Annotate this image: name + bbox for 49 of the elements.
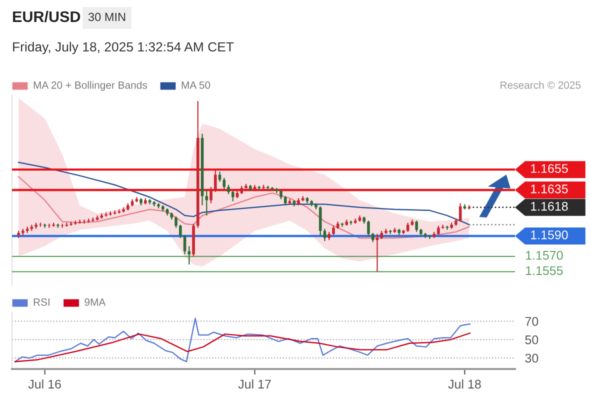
ref-line-label: 1.1635 — [531, 184, 568, 194]
candlestick — [437, 225, 440, 236]
chart-title: EUR/USD — [13, 10, 80, 22]
candlestick — [270, 186, 274, 192]
candlestick — [222, 177, 226, 190]
x-tick-label: Jul 18 — [448, 379, 481, 389]
ref-line-label: 1.1655 — [531, 164, 568, 173]
candlestick — [205, 189, 208, 216]
candlestick — [183, 234, 186, 255]
candlestick — [332, 225, 335, 236]
candlestick — [406, 222, 410, 232]
candlestick — [318, 206, 322, 237]
text: Research © 2025 — [500, 81, 581, 89]
candlestick — [446, 225, 449, 230]
candlestick — [210, 186, 212, 204]
candlestick — [415, 220, 418, 232]
candlestick — [60, 223, 64, 228]
line-series — [14, 332, 471, 362]
y-tick-label: 70 — [525, 316, 538, 326]
candlestick — [113, 210, 116, 216]
candlestick — [188, 246, 191, 266]
candlestick — [214, 169, 217, 193]
legend-label: MA 20 + Bollinger Bands — [34, 81, 147, 91]
ref-line-label: 1.1618 — [531, 202, 568, 211]
candlestick — [78, 219, 82, 224]
legend-label: MA 50 — [182, 81, 210, 89]
ref-line-label: 1.1555 — [526, 266, 563, 276]
text: 30 MIN — [88, 12, 126, 22]
x-tick-label: Jul 16 — [28, 379, 61, 389]
line-series — [14, 318, 471, 362]
candlestick — [227, 184, 230, 195]
candlestick — [231, 190, 234, 202]
candlestick — [367, 220, 370, 237]
y-tick-label: 50 — [525, 335, 538, 344]
candlestick — [428, 234, 432, 240]
candlestick — [178, 224, 182, 239]
ref-line-label: 1.1570 — [526, 250, 563, 260]
legend-label: 9MA — [84, 298, 106, 306]
candlestick — [340, 222, 344, 228]
candlestick — [174, 216, 178, 228]
legend-label: RSI — [34, 298, 50, 306]
candlestick — [280, 189, 282, 200]
ref-line-label: 1.1590 — [531, 230, 568, 240]
candlestick — [284, 196, 287, 206]
candlestick — [218, 171, 222, 182]
candlestick — [43, 223, 46, 228]
x-tick-label: Jul 17 — [238, 379, 271, 389]
chart-subtitle: Friday, July 18, 2025 1:32:54 AM CET — [13, 42, 234, 54]
y-tick-label: 30 — [525, 354, 538, 363]
